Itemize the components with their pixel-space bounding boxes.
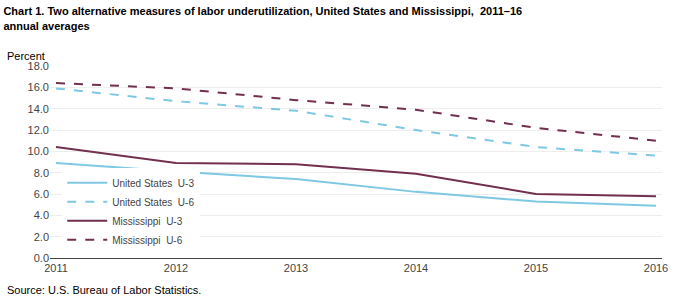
svg-text:United States U-3: United States U-3	[112, 178, 194, 189]
svg-text:2014: 2014	[404, 262, 428, 274]
svg-text:2016: 2016	[644, 262, 668, 274]
svg-text:Chart 1. Two alternative measu: Chart 1. Two alternative measures of lab…	[3, 5, 522, 31]
svg-text:2015: 2015	[524, 262, 548, 274]
svg-text:4.0: 4.0	[34, 209, 49, 221]
svg-text:Mississippi U-6: Mississippi U-6	[112, 235, 182, 246]
svg-text:10.0: 10.0	[28, 145, 49, 157]
svg-text:6.0: 6.0	[34, 188, 49, 200]
svg-text:Source: U.S. Bureau of Labor S: Source: U.S. Bureau of Labor Statistics.	[7, 284, 201, 296]
svg-text:Percent: Percent	[7, 50, 45, 62]
svg-text:2013: 2013	[284, 262, 308, 274]
svg-text:18.0: 18.0	[28, 60, 49, 72]
svg-text:14.0: 14.0	[28, 103, 49, 115]
svg-text:0.0: 0.0	[34, 252, 49, 264]
svg-text:Mississippi U-3: Mississippi U-3	[112, 216, 182, 227]
svg-text:16.0: 16.0	[28, 81, 49, 93]
svg-text:2012: 2012	[164, 262, 188, 274]
svg-text:2011: 2011	[44, 262, 68, 274]
svg-text:2.0: 2.0	[34, 231, 49, 243]
svg-text:United States U-6: United States U-6	[112, 197, 194, 208]
svg-text:8.0: 8.0	[34, 167, 49, 179]
svg-text:12.0: 12.0	[28, 124, 49, 136]
